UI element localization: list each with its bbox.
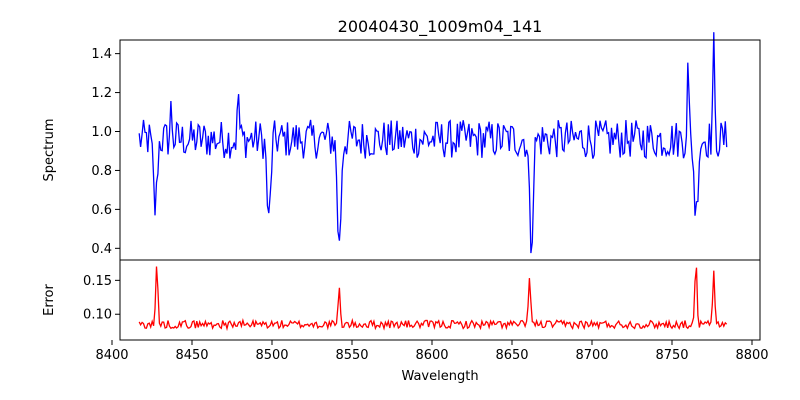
spectrum-y-tick-label: 0.4 — [91, 242, 112, 257]
x-tick-label: 8500 — [255, 348, 288, 363]
x-axis-label: Wavelength — [401, 369, 478, 384]
x-tick-label: 8600 — [415, 348, 448, 363]
x-tick-label: 8650 — [495, 348, 528, 363]
spectrum-panel: 0.4 0.6 0.8 1.0 1.2 1.4 Spectrum — [42, 32, 761, 261]
error-panel: 0.10 0.15 8400 8450 8500 8550 8600 8650 8700 875… — [42, 259, 769, 384]
error-y-tick-label: 0.15 — [83, 274, 112, 289]
spectrum-y-tick-label: 0.8 — [91, 164, 112, 179]
error-series-line — [138, 266, 728, 332]
error-y-ticks: 0.10 0.15 — [83, 274, 120, 323]
error-axes-frame — [119, 259, 761, 341]
chart-title: 20040430_1009m04_141 — [338, 17, 543, 37]
x-tick-label: 8800 — [735, 348, 768, 363]
spectrum-axes-frame — [119, 39, 761, 261]
spectrum-y-tick-label: 1.0 — [91, 125, 112, 140]
spectrum-y-tick-label: 0.6 — [91, 203, 112, 218]
error-y-axis-label: Error — [42, 284, 57, 316]
x-tick-label: 8400 — [95, 348, 128, 363]
spectrum-y-tick-label: 1.4 — [91, 47, 112, 62]
error-x-ticks: 8400 8450 8500 8550 8600 8650 8700 8750 8800 — [95, 340, 769, 363]
x-tick-label: 8700 — [575, 348, 608, 363]
x-tick-label: 8750 — [655, 348, 688, 363]
x-tick-label: 8450 — [175, 348, 208, 363]
spectrum-series-line — [138, 32, 728, 254]
x-tick-label: 8550 — [335, 348, 368, 363]
spectrum-y-tick-label: 1.2 — [91, 86, 112, 101]
error-y-tick-label: 0.10 — [83, 308, 112, 323]
spectrum-y-axis-label: Spectrum — [42, 119, 57, 182]
spectrum-y-ticks: 0.4 0.6 0.8 1.0 1.2 1.4 — [91, 47, 120, 257]
